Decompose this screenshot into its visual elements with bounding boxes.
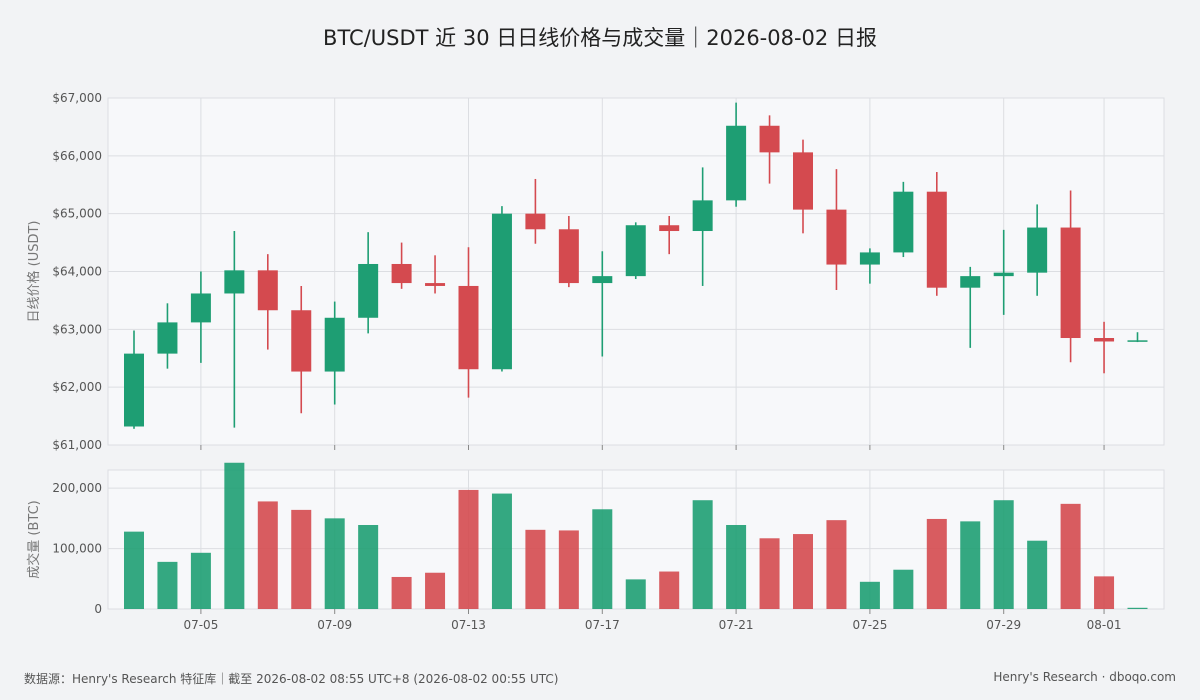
volume-bar <box>157 561 178 609</box>
x-tick-label: 07-13 <box>451 618 486 632</box>
volume-tick-label: 100,000 <box>52 542 102 556</box>
volume-bar <box>1127 607 1148 609</box>
candle-body <box>993 272 1014 277</box>
volume-bar <box>592 509 613 609</box>
volume-bar <box>257 501 278 609</box>
volume-bar <box>960 521 981 609</box>
volume-bar <box>458 489 479 609</box>
candle-body <box>190 293 211 323</box>
candle-body <box>257 270 278 311</box>
volume-axis-label: 成交量 (BTC) <box>26 500 42 578</box>
price-tick-label: $62,000 <box>52 380 102 394</box>
volume-bar <box>893 569 914 609</box>
price-tick-label: $65,000 <box>52 207 102 221</box>
candle-body <box>458 285 479 370</box>
brand-credit: Henry's Research · dboqo.com <box>993 670 1176 684</box>
volume-bar <box>124 531 144 609</box>
volume-bar <box>324 518 345 609</box>
volume-bar <box>1027 540 1048 609</box>
price-tick-label: $64,000 <box>52 265 102 279</box>
volume-bar <box>358 524 379 609</box>
candle-body <box>893 191 914 253</box>
candle-body <box>391 263 412 284</box>
volume-bar <box>190 552 211 609</box>
volume-bar <box>491 493 512 609</box>
candle-body <box>625 225 646 277</box>
candle-body <box>324 317 345 372</box>
candle-body <box>1027 227 1048 273</box>
price-tick-label: $67,000 <box>52 91 102 105</box>
chart-title: BTC/USDT 近 30 日日线价格与成交量｜2026-08-02 日报 <box>323 26 877 50</box>
volume-bar <box>926 518 947 609</box>
volume-bar <box>859 581 880 609</box>
x-tick-label: 07-17 <box>585 618 620 632</box>
candle-body <box>726 125 747 201</box>
candle-body <box>157 322 178 354</box>
candle-body <box>291 310 312 372</box>
volume-bar <box>391 576 412 609</box>
x-tick-label: 07-05 <box>183 618 218 632</box>
candle-body <box>491 213 512 370</box>
volume-bar <box>826 520 847 609</box>
volume-tick-label: 0 <box>94 602 102 616</box>
candle-body <box>692 200 713 232</box>
candle-body <box>224 270 245 294</box>
x-tick-label: 07-09 <box>317 618 352 632</box>
volume-bar <box>1060 503 1081 609</box>
candle-body <box>358 263 379 318</box>
volume-bar <box>659 571 680 609</box>
volume-bar <box>793 534 813 609</box>
candle-body <box>1060 227 1081 339</box>
candle-body <box>859 252 880 265</box>
candle-body <box>659 225 680 232</box>
candle-body <box>759 125 780 153</box>
volume-bar <box>291 509 312 609</box>
volume-bar <box>425 572 446 609</box>
candle-body <box>793 152 813 210</box>
price-tick-label: $63,000 <box>52 322 102 336</box>
candle-body <box>1127 340 1148 342</box>
candle-body <box>525 213 546 230</box>
volume-bar <box>625 579 646 609</box>
volume-bar <box>993 500 1014 609</box>
price-tick-label: $61,000 <box>52 438 102 452</box>
x-tick-label: 07-25 <box>852 618 887 632</box>
volume-bar <box>558 530 579 609</box>
volume-tick-label: 200,000 <box>52 481 102 495</box>
volume-bar <box>224 462 245 609</box>
volume-bar <box>692 500 713 609</box>
volume-bar <box>525 529 546 609</box>
candle-body <box>926 191 947 288</box>
candle-body <box>425 283 446 286</box>
x-tick-label: 08-01 <box>1087 618 1122 632</box>
candle-body <box>826 209 847 265</box>
volume-bar <box>759 538 780 609</box>
candle-body <box>558 229 579 284</box>
volume-bar <box>1094 576 1115 609</box>
x-tick-label: 07-21 <box>719 618 754 632</box>
candle-body <box>124 353 144 427</box>
x-tick-label: 07-29 <box>986 618 1021 632</box>
candle-body <box>1094 338 1115 342</box>
candle-body <box>592 276 613 284</box>
data-source-note: 数据源：Henry's Research 特征库｜截至 2026-08-02 0… <box>24 672 559 686</box>
price-axis-label: 日线价格 (USDT) <box>26 221 42 323</box>
volume-bar <box>726 524 747 609</box>
price-tick-label: $66,000 <box>52 149 102 163</box>
candle-body <box>960 276 981 288</box>
